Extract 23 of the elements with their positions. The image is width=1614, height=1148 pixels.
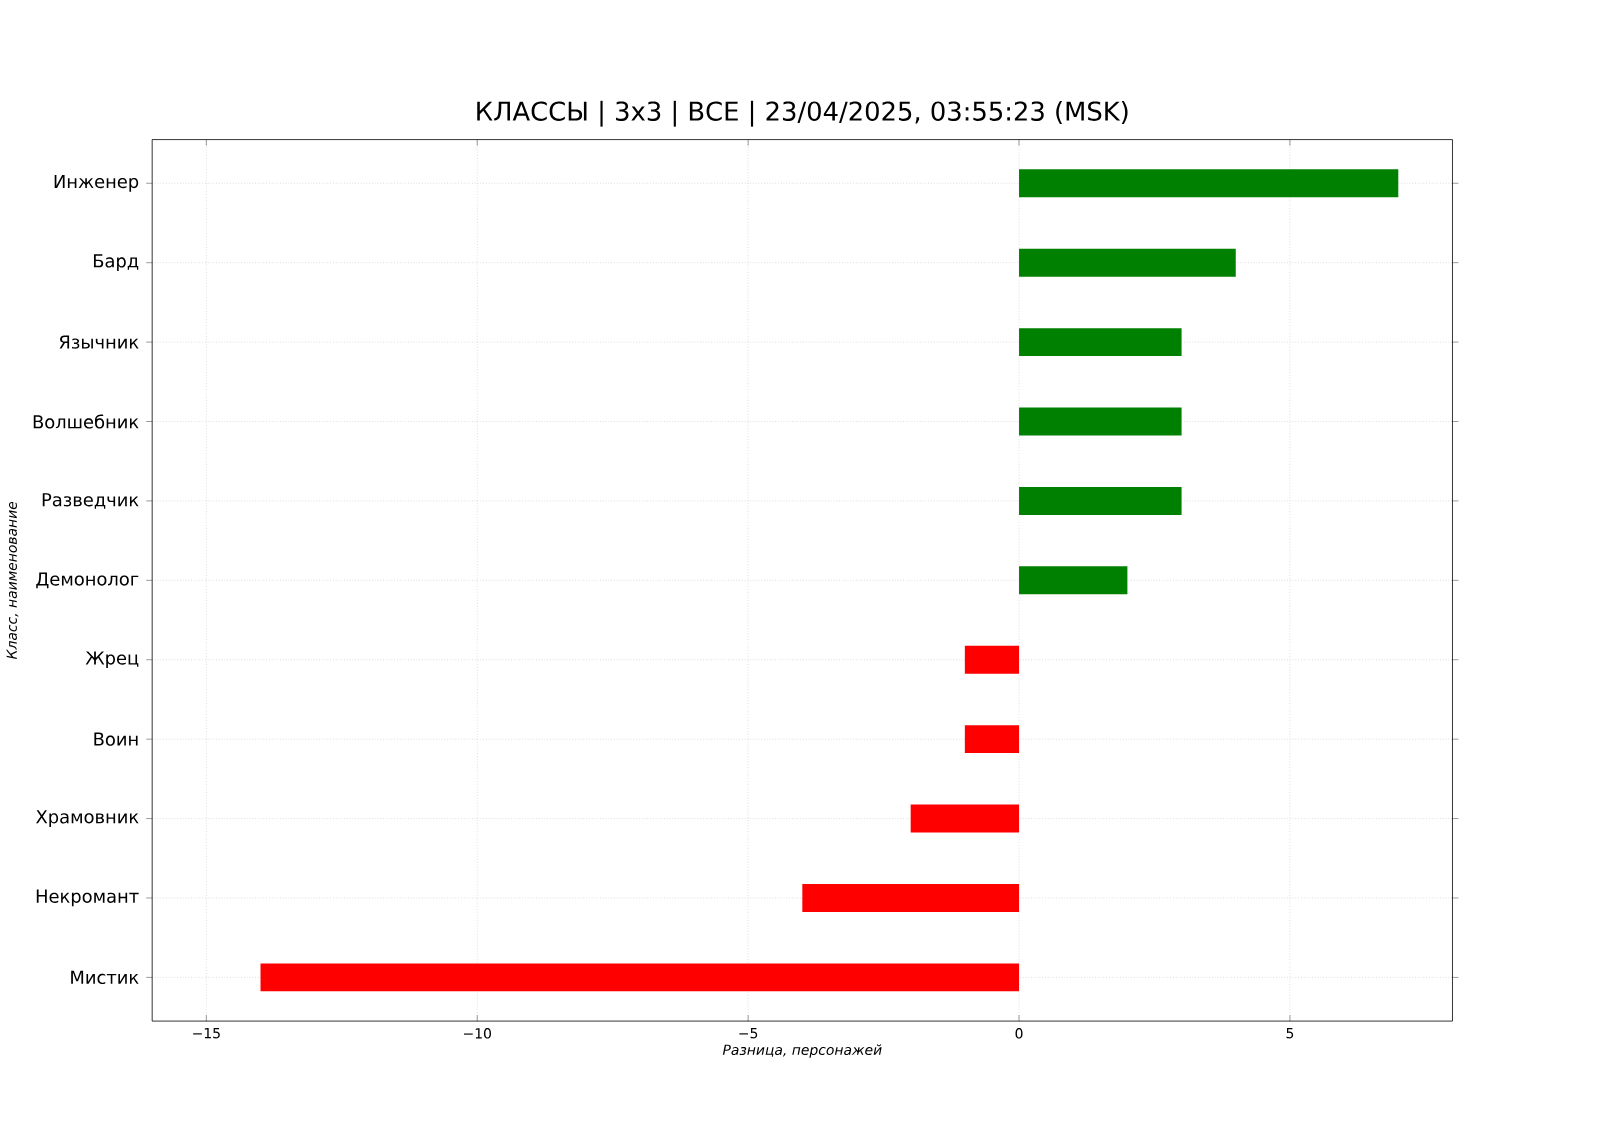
bar — [1019, 168, 1399, 197]
bar — [1019, 248, 1236, 277]
y-tick-label: Инженер — [54, 174, 139, 192]
bar — [1019, 486, 1182, 515]
bar — [964, 645, 1020, 674]
bar — [260, 963, 1020, 992]
bar — [1019, 327, 1182, 356]
y-tick-label: Бард — [93, 253, 139, 271]
bar — [1019, 407, 1182, 436]
bar — [964, 724, 1020, 753]
y-tick-label: Демонолог — [36, 572, 139, 588]
y-tick-label: Разведчик — [42, 492, 139, 509]
y-tick-label: Волшебник — [33, 414, 139, 429]
y-tick-label: Мистик — [71, 970, 139, 984]
bar — [1019, 566, 1128, 594]
chart-title: КЛАССЫ | 3x3 | ВСЕ | 23/04/2025, 03:55:23 (MSK) — [477, 100, 1128, 127]
bar — [802, 883, 1020, 912]
y-tick-label: Храмовник — [36, 809, 139, 827]
bar — [910, 804, 1020, 833]
y-tick-label: Язычник — [59, 335, 139, 349]
y-tick-label: Некромант — [36, 889, 139, 907]
y-tick-label: Жрец — [85, 651, 139, 668]
y-tick-label: Воин — [94, 732, 138, 746]
